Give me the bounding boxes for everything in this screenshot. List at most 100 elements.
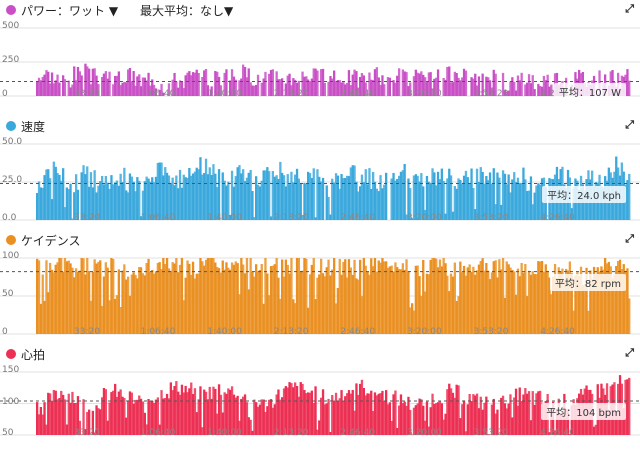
speed-data-bar: [50, 199, 54, 220]
speed-data-bar: [95, 192, 98, 220]
cadence-data-bar: [488, 279, 492, 334]
heart-data-bar: [379, 393, 382, 435]
speed-data-bar: [210, 175, 213, 220]
heart-data-bar: [427, 426, 430, 435]
heart-data-bar: [93, 432, 96, 435]
speed-data-bar: [416, 175, 419, 220]
power-data-bar: [269, 70, 273, 96]
cadence-data-bar: [147, 258, 150, 334]
cadence-data-bar: [320, 258, 323, 334]
cadence-data-bar: [331, 269, 334, 334]
power-data-bar: [444, 79, 447, 96]
cadence-x-tick-label: 4:26:40: [540, 327, 575, 337]
cadence-x-tick-label: 3:20:00: [407, 327, 442, 337]
cadence-x-tick-label: 1:40:00: [207, 327, 242, 337]
speed-data-bar: [191, 173, 195, 220]
heart-data-bar: [383, 400, 386, 435]
power-data-bar: [461, 77, 464, 96]
speed-data-bar: [91, 187, 94, 220]
heart-data-bar: [318, 420, 321, 435]
heart-data-bar: [127, 400, 130, 435]
speed-data-bar: [453, 186, 456, 220]
cadence-data-bar: [164, 264, 167, 334]
speed-data-bar: [334, 173, 338, 220]
power-chart[interactable]: [0, 20, 640, 102]
speed-data-bar: [336, 175, 339, 220]
speed-data-bar: [570, 208, 573, 220]
expand-icon[interactable]: ⤢: [625, 118, 634, 131]
speed-data-bar: [145, 176, 148, 220]
cadence-data-bar: [249, 258, 252, 334]
expand-icon[interactable]: ⤢: [625, 346, 634, 359]
speed-data-bar: [295, 168, 299, 220]
power-data-bar: [277, 79, 280, 96]
heart-data-bar: [91, 410, 94, 435]
speed-data-bar: [394, 180, 397, 220]
cadence-data-bar: [394, 262, 397, 334]
heart-data-bar: [394, 390, 397, 435]
speed-chart[interactable]: [0, 136, 640, 226]
expand-icon[interactable]: ⤢: [625, 2, 634, 15]
cadence-data-bar: [464, 275, 468, 334]
power-title-dropdown[interactable]: パワー：ワット ▼: [21, 4, 119, 18]
heart-data-bar: [566, 409, 570, 435]
cadence-data-bar: [531, 271, 534, 334]
power-data-bar: [308, 81, 312, 96]
speed-data-bar: [149, 181, 152, 220]
heart-data-bar: [442, 419, 445, 435]
speed-data-bar: [359, 186, 362, 220]
speed-data-bar: [529, 176, 533, 220]
cadence-data-bar: [542, 271, 546, 334]
speed-data-bar: [88, 186, 91, 220]
power-max-average-dropdown[interactable]: 最大平均：なし▼: [140, 4, 234, 18]
cadence-data-bar: [199, 258, 202, 334]
cadence-data-bar: [527, 270, 531, 334]
cadence-data-bar: [154, 271, 158, 334]
cadence-data-bar: [212, 258, 215, 334]
cadence-data-bar: [566, 270, 570, 334]
cadence-data-bar: [472, 266, 475, 334]
power-data-bar: [52, 83, 55, 96]
cadence-x-tick-label: 1:06:40: [140, 327, 176, 337]
power-data-bar: [505, 91, 508, 96]
speed-data-bar: [399, 171, 403, 220]
speed-data-bar: [346, 175, 349, 220]
cadence-data-bar: [474, 274, 477, 334]
speed-data-bar: [128, 173, 132, 220]
speed-data-bar: [377, 191, 380, 220]
speed-data-bar: [282, 175, 286, 220]
heart-data-bar: [305, 393, 308, 435]
cadence-data-bar: [171, 262, 174, 334]
cadence-data-bar: [561, 268, 564, 334]
expand-icon[interactable]: ⤢: [625, 232, 634, 245]
power-data-bar: [305, 76, 308, 96]
cadence-data-bar: [80, 258, 83, 334]
heart-data-bar: [203, 389, 206, 435]
power-data-bar: [78, 71, 81, 96]
cadence-chart[interactable]: [0, 250, 640, 340]
speed-data-bar: [249, 170, 252, 220]
power-data-bar: [312, 68, 315, 96]
cadence-data-bar: [507, 264, 510, 334]
cadence-data-bar: [273, 264, 276, 334]
heart-data-bar: [385, 390, 388, 435]
heart-data-bar: [431, 393, 434, 435]
cadence-data-bar: [93, 259, 96, 334]
speed-data-bar: [578, 189, 581, 220]
power-data-bar: [139, 86, 143, 96]
cadence-data-bar: [78, 270, 81, 334]
heart-data-bar: [501, 395, 505, 435]
cadence-data-bar: [388, 266, 391, 334]
heart-data-bar: [114, 383, 117, 435]
cadence-data-bar: [589, 270, 592, 334]
cadence-legend-dot: [6, 235, 16, 245]
heart-data-bar: [516, 405, 520, 435]
speed-data-bar: [305, 183, 308, 220]
heart-data-bar: [165, 393, 169, 435]
speed-data-bar: [102, 184, 106, 220]
speed-data-bar: [75, 174, 78, 220]
speed-data-bar: [253, 217, 256, 220]
heart-data-bar: [75, 403, 78, 435]
power-data-bar: [514, 90, 518, 96]
heart-data-bar: [353, 410, 356, 435]
